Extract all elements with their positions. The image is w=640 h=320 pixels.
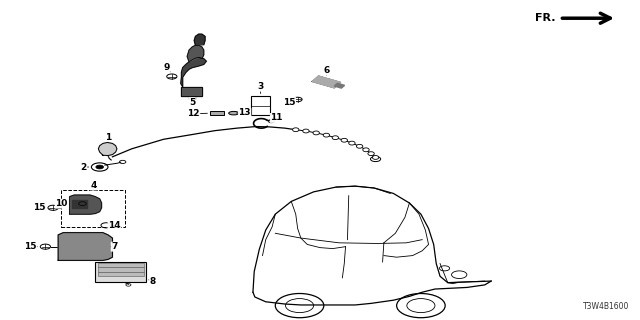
Ellipse shape xyxy=(349,141,355,145)
Text: 2: 2 xyxy=(81,163,87,172)
Ellipse shape xyxy=(332,136,339,140)
Ellipse shape xyxy=(363,148,369,152)
Polygon shape xyxy=(180,57,206,87)
Text: T3W4B1600: T3W4B1600 xyxy=(583,302,630,311)
Polygon shape xyxy=(334,83,344,88)
Text: 11: 11 xyxy=(270,114,283,123)
Text: 1: 1 xyxy=(105,132,111,141)
Text: 9: 9 xyxy=(164,63,170,72)
Polygon shape xyxy=(99,142,117,156)
Bar xyxy=(98,268,144,271)
Text: 13: 13 xyxy=(238,108,251,117)
Bar xyxy=(98,263,144,267)
Polygon shape xyxy=(187,45,204,62)
Circle shape xyxy=(96,165,104,169)
Text: 6: 6 xyxy=(323,66,330,75)
Polygon shape xyxy=(70,195,102,214)
Ellipse shape xyxy=(228,111,239,115)
Ellipse shape xyxy=(292,128,299,132)
Text: 15: 15 xyxy=(24,242,37,251)
Ellipse shape xyxy=(356,144,363,148)
Ellipse shape xyxy=(372,156,379,159)
Text: 15: 15 xyxy=(283,98,296,107)
Ellipse shape xyxy=(313,131,319,135)
Text: 7: 7 xyxy=(111,242,118,251)
Text: FR.: FR. xyxy=(534,13,555,23)
Polygon shape xyxy=(58,233,113,260)
Bar xyxy=(251,96,270,116)
Text: 10: 10 xyxy=(55,199,68,208)
Ellipse shape xyxy=(341,138,348,142)
Text: 5: 5 xyxy=(189,98,195,107)
Bar xyxy=(210,111,224,116)
Polygon shape xyxy=(312,76,340,88)
Bar xyxy=(95,262,147,282)
Text: 12: 12 xyxy=(188,109,200,118)
Ellipse shape xyxy=(303,129,309,133)
Text: 3: 3 xyxy=(257,82,264,91)
Ellipse shape xyxy=(368,152,374,156)
Text: 8: 8 xyxy=(150,277,156,286)
Polygon shape xyxy=(194,34,205,45)
Bar xyxy=(61,190,125,227)
Text: 4: 4 xyxy=(90,181,97,190)
Polygon shape xyxy=(189,96,195,99)
Polygon shape xyxy=(181,87,202,96)
Ellipse shape xyxy=(323,133,330,137)
Bar xyxy=(98,272,144,276)
Text: 15: 15 xyxy=(33,203,45,212)
Polygon shape xyxy=(72,200,87,208)
Text: 14: 14 xyxy=(108,221,121,230)
